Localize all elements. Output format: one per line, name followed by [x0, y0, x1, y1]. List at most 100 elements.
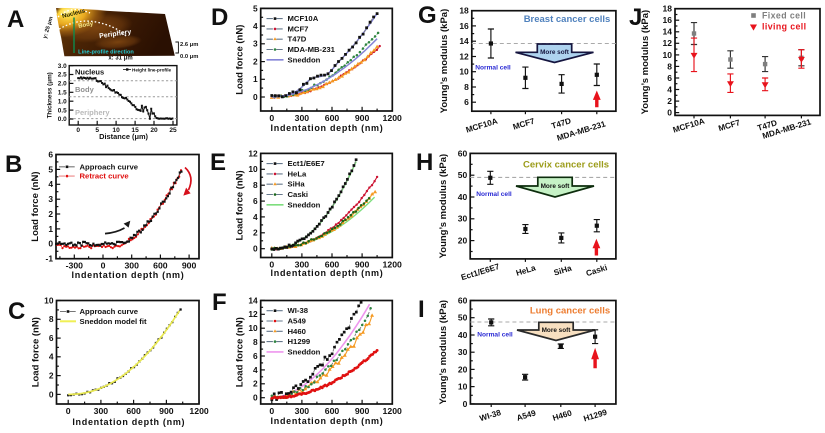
- svg-text:40: 40: [458, 330, 468, 340]
- svg-text:600: 600: [126, 406, 141, 416]
- svg-text:60: 60: [458, 295, 468, 305]
- svg-text:14: 14: [248, 295, 258, 305]
- svg-text:600: 600: [325, 260, 340, 270]
- svg-text:14: 14: [663, 27, 673, 37]
- svg-text:20: 20: [150, 127, 158, 134]
- svg-text:6: 6: [253, 196, 258, 206]
- svg-text:4: 4: [253, 21, 258, 31]
- svg-text:H: H: [416, 149, 433, 176]
- svg-text:0.0 μm: 0.0 μm: [180, 54, 198, 60]
- svg-text:1: 1: [48, 224, 53, 234]
- svg-text:3.0: 3.0: [58, 63, 67, 70]
- svg-text:6: 6: [667, 73, 672, 83]
- svg-text:8: 8: [253, 337, 258, 347]
- svg-text:2: 2: [253, 228, 258, 238]
- svg-text:10: 10: [663, 50, 673, 60]
- svg-text:12: 12: [248, 148, 258, 158]
- svg-text:10: 10: [248, 323, 258, 333]
- svg-text:5: 5: [95, 127, 99, 134]
- svg-text:C: C: [8, 298, 25, 325]
- svg-text:4: 4: [253, 365, 258, 375]
- svg-text:30: 30: [458, 347, 468, 357]
- svg-text:900: 900: [182, 261, 197, 271]
- svg-text:Sneddon: Sneddon: [288, 55, 321, 64]
- svg-text:J: J: [629, 4, 642, 31]
- svg-text:Sneddon: Sneddon: [288, 200, 321, 209]
- svg-text:x: 31 μm: x: 31 μm: [108, 56, 132, 62]
- svg-text:60: 60: [458, 148, 468, 158]
- svg-text:Periphery: Periphery: [99, 29, 132, 40]
- svg-text:Sneddon model fit: Sneddon model fit: [80, 317, 147, 326]
- svg-text:0: 0: [269, 260, 274, 270]
- svg-text:B: B: [5, 151, 22, 178]
- svg-text:900: 900: [355, 113, 370, 123]
- svg-text:Approach curve: Approach curve: [80, 162, 139, 171]
- svg-text:MCF10A: MCF10A: [288, 14, 319, 23]
- svg-text:600: 600: [325, 113, 340, 123]
- svg-text:G: G: [418, 2, 437, 29]
- svg-text:H460: H460: [288, 327, 306, 336]
- svg-text:2: 2: [49, 371, 54, 381]
- svg-text:D: D: [211, 4, 228, 31]
- svg-text:300: 300: [124, 261, 139, 271]
- svg-text:15: 15: [131, 127, 139, 134]
- svg-text:600: 600: [325, 406, 340, 416]
- svg-text:2: 2: [253, 379, 258, 389]
- svg-text:3: 3: [253, 39, 258, 49]
- svg-text:600: 600: [153, 261, 168, 271]
- svg-text:2: 2: [253, 57, 258, 67]
- svg-text:E: E: [210, 149, 226, 176]
- svg-text:Load force (nN): Load force (nN): [235, 317, 246, 387]
- svg-text:Young’s modulus (kPa): Young’s modulus (kPa): [640, 10, 651, 115]
- svg-text:Caski: Caski: [288, 190, 309, 199]
- svg-text:More soft: More soft: [541, 183, 571, 190]
- svg-text:Young’s modulus (kPa): Young’s modulus (kPa): [439, 9, 450, 114]
- svg-text:F: F: [212, 289, 227, 316]
- svg-text:16: 16: [663, 15, 673, 25]
- svg-text:0: 0: [49, 389, 54, 399]
- svg-text:4: 4: [253, 212, 258, 222]
- svg-text:900: 900: [159, 406, 174, 416]
- svg-text:Line-profile direction: Line-profile direction: [78, 49, 134, 55]
- svg-text:40: 40: [458, 192, 468, 202]
- svg-text:Height line-profile: Height line-profile: [132, 68, 171, 73]
- svg-text:0: 0: [66, 406, 71, 416]
- svg-text:1.5: 1.5: [58, 90, 67, 97]
- svg-text:Thickness (μm): Thickness (μm): [47, 72, 54, 118]
- svg-text:1200: 1200: [383, 113, 402, 123]
- svg-text:WI-38: WI-38: [288, 306, 309, 315]
- svg-text:2: 2: [667, 96, 672, 106]
- svg-text:-300: -300: [66, 261, 84, 271]
- svg-text:4: 4: [48, 179, 53, 189]
- svg-text:Nucleus: Nucleus: [75, 68, 104, 77]
- svg-text:0: 0: [76, 127, 80, 134]
- svg-text:1200: 1200: [189, 406, 208, 416]
- svg-text:2.5: 2.5: [58, 72, 67, 79]
- svg-text:Indentation depth (nm): Indentation depth (nm): [271, 123, 384, 133]
- svg-text:20: 20: [458, 236, 468, 246]
- svg-text:Cervix cancer cells: Cervix cancer cells: [523, 160, 609, 171]
- svg-text:A549: A549: [288, 317, 306, 326]
- svg-text:Load force (nN): Load force (nN): [31, 317, 42, 387]
- svg-text:12: 12: [663, 38, 673, 48]
- svg-text:Normal cell: Normal cell: [477, 332, 513, 339]
- svg-text:Indentation depth (nm): Indentation depth (nm): [72, 417, 185, 427]
- svg-text:10: 10: [458, 382, 468, 392]
- svg-text:1200: 1200: [383, 406, 402, 416]
- svg-text:16: 16: [459, 21, 469, 31]
- svg-text:6: 6: [48, 149, 53, 159]
- svg-text:10: 10: [248, 164, 258, 174]
- svg-text:Indentation depth (nm): Indentation depth (nm): [271, 268, 384, 278]
- svg-text:Body: Body: [78, 21, 95, 30]
- svg-text:0.5: 0.5: [58, 107, 67, 114]
- svg-text:living cell: living cell: [762, 21, 807, 31]
- svg-text:0: 0: [48, 239, 53, 249]
- svg-text:Load force (nN): Load force (nN): [235, 25, 246, 95]
- svg-text:Normal cell: Normal cell: [476, 191, 512, 198]
- svg-text:1200: 1200: [383, 260, 402, 270]
- svg-text:300: 300: [94, 406, 109, 416]
- svg-text:4: 4: [49, 352, 54, 362]
- svg-text:-1: -1: [46, 254, 54, 264]
- svg-text:0: 0: [667, 108, 672, 118]
- svg-text:Retract curve: Retract curve: [80, 172, 130, 181]
